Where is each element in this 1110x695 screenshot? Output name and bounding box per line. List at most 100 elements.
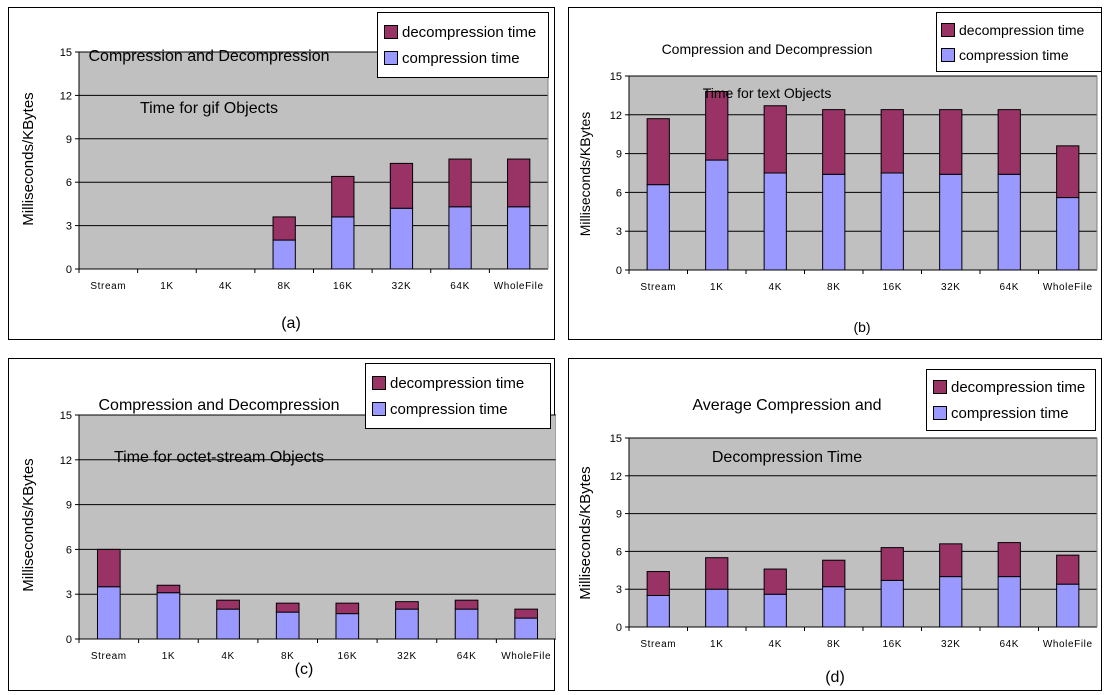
bar-compression <box>646 595 670 628</box>
x-tick-label: 8K <box>827 639 840 650</box>
y-tick-label: 9 <box>616 509 622 521</box>
legend-label-decompression: decompression time <box>959 21 1085 38</box>
x-tick-label: 16K <box>882 282 902 293</box>
bar-compression <box>880 172 904 271</box>
y-tick-label: 0 <box>616 265 622 277</box>
bar-compression <box>939 173 963 271</box>
x-tick-label: 64K <box>999 639 1019 650</box>
chart-title-line-1: Compression and Decompression <box>88 48 330 65</box>
bar-decompression <box>514 608 539 619</box>
chart-title-a: Compression and Decompression Time for g… <box>59 18 359 148</box>
legend-label-compression: compression time <box>959 46 1069 63</box>
bar-compression <box>646 184 670 271</box>
chart-tag-d: (d) <box>825 669 845 686</box>
bar-decompression <box>454 599 479 610</box>
bar-compression <box>454 608 479 640</box>
chart-title-line-2: Time for gif Objects <box>139 100 279 117</box>
bar-compression <box>997 576 1021 628</box>
chart-title-line-2: Time for text Objects <box>702 85 832 101</box>
bar-decompression <box>997 542 1021 578</box>
x-tick-label: 4K <box>769 639 782 650</box>
bar-decompression <box>335 602 360 615</box>
chart-title-line-2: Decompression Time <box>711 449 863 466</box>
bar-decompression <box>705 557 729 590</box>
y-tick-label: 6 <box>66 544 72 556</box>
y-tick-label: 12 <box>610 110 622 122</box>
bar-decompression <box>275 602 300 613</box>
chart-legend-a: decompression time compression time <box>377 12 549 78</box>
y-tick-label: 0 <box>616 622 622 634</box>
y-tick-label: 9 <box>616 149 622 161</box>
chart-title-d: Average Compression and Decompression Ti… <box>637 367 937 497</box>
x-tick-label: Stream <box>90 281 126 292</box>
legend-swatch-compression <box>933 406 947 420</box>
legend-item-decompression: decompression time <box>941 17 1097 42</box>
bar-decompression <box>705 91 729 161</box>
bar-decompression <box>763 568 787 595</box>
legend-item-compression: compression time <box>384 45 542 71</box>
x-tick-label: 64K <box>457 651 477 662</box>
chart-title-line-1: Average Compression and <box>692 397 882 414</box>
chart-title-c: Compression and Decompression Time for o… <box>69 367 369 497</box>
x-tick-label: 1K <box>710 282 723 293</box>
chart-panel-b: 0 3 6 9 12 15 Stream 1K 4K 8K 16K 32K 64K WholeFile C… <box>568 7 1102 340</box>
legend-label-compression: compression time <box>402 49 520 67</box>
x-tick-label: WholeFile <box>1043 282 1093 293</box>
bar-compression <box>822 173 846 271</box>
bar-decompression <box>880 547 904 581</box>
x-tick-label: 1K <box>160 281 173 292</box>
x-tick-label: 4K <box>221 651 234 662</box>
chart-plot-c: 0 3 6 9 12 15 Stream 1K 4K 8K 16K 32K 64K WholeFile <box>60 410 556 662</box>
legend-label-compression: compression time <box>390 400 508 418</box>
x-tick-label: WholeFile <box>1043 639 1093 650</box>
chart-tag-c: (c) <box>294 661 314 678</box>
bar-decompression <box>507 158 531 208</box>
legend-item-compression: compression time <box>933 400 1089 426</box>
bar-decompression <box>822 559 846 588</box>
bar-decompression <box>448 158 472 208</box>
x-tick-label: 64K <box>999 282 1019 293</box>
bar-compression <box>1056 583 1080 628</box>
y-tick-label: 6 <box>616 187 622 199</box>
chart-panel-c: 0 3 6 9 12 15 Stream 1K 4K 8K 16K 32K 64K WholeFile C… <box>8 358 556 691</box>
x-tick-label: Stream <box>640 282 676 293</box>
x-tick-label: 16K <box>338 651 358 662</box>
legend-swatch-compression <box>384 51 398 65</box>
y-tick-label: 15 <box>610 433 622 445</box>
x-tick-label: 32K <box>941 282 961 293</box>
legend-swatch-decompression <box>941 22 955 37</box>
legend-swatch-compression <box>372 402 386 416</box>
chart-title-b: Compression and Decompression Time for t… <box>617 16 917 126</box>
bar-decompression <box>997 109 1021 175</box>
bar-decompression <box>272 216 296 241</box>
legend-label-decompression: decompression time <box>390 374 525 392</box>
x-tick-label: WholeFile <box>494 281 544 292</box>
y-tick-label: 0 <box>66 634 72 646</box>
bar-decompression <box>156 584 181 594</box>
bar-compression <box>822 586 846 628</box>
bar-compression <box>705 159 729 271</box>
bar-compression <box>507 206 531 270</box>
chart-tag-a: (a) <box>281 315 301 332</box>
chart-ylabel-d: Milliseconds/KBytes <box>577 466 594 600</box>
chart-plot-d: 0 3 6 9 12 15 Stream 1K 4K 8K 16K 32K 64K WholeFile <box>610 433 1098 650</box>
x-tick-label: 32K <box>941 639 961 650</box>
legend-swatch-decompression <box>933 380 947 394</box>
bar-compression <box>275 611 300 640</box>
bar-compression <box>763 593 787 628</box>
y-tick-label: 15 <box>60 47 72 59</box>
bar-compression <box>156 592 181 640</box>
x-tick-label: 16K <box>333 281 353 292</box>
y-tick-label: 6 <box>66 177 72 189</box>
bar-decompression <box>1056 145 1080 199</box>
legend-label-decompression: decompression time <box>402 23 537 41</box>
chart-title-line-2: Time for octet-stream Objects <box>113 449 325 466</box>
x-tick-label: Stream <box>640 639 676 650</box>
y-tick-label: 15 <box>610 71 622 83</box>
bar-compression <box>335 613 360 640</box>
bar-compression <box>216 608 240 640</box>
y-tick-label: 9 <box>66 134 72 146</box>
bar-compression <box>272 239 296 270</box>
x-tick-label: 4K <box>219 281 232 292</box>
chart-legend-b: decompression time compression time <box>936 12 1102 72</box>
